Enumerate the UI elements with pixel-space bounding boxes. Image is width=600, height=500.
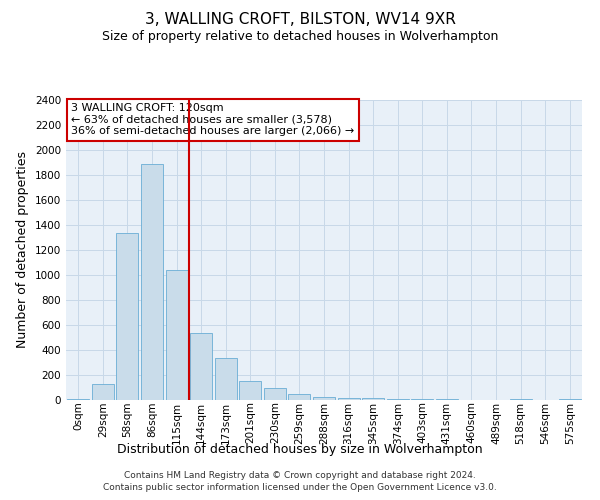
Bar: [264, 388, 286, 400]
Text: 3 WALLING CROFT: 120sqm
← 63% of detached houses are smaller (3,578)
36% of semi: 3 WALLING CROFT: 120sqm ← 63% of detache…: [71, 103, 355, 136]
Text: 3, WALLING CROFT, BILSTON, WV14 9XR: 3, WALLING CROFT, BILSTON, WV14 9XR: [145, 12, 455, 28]
Bar: [92, 384, 114, 400]
Bar: [215, 358, 237, 400]
Text: Distribution of detached houses by size in Wolverhampton: Distribution of detached houses by size …: [117, 442, 483, 456]
Bar: [313, 397, 335, 400]
Bar: [289, 394, 310, 400]
Bar: [166, 270, 188, 400]
Bar: [239, 380, 262, 400]
Bar: [338, 398, 359, 400]
Bar: [190, 332, 212, 400]
Text: Contains public sector information licensed under the Open Government Licence v3: Contains public sector information licen…: [103, 484, 497, 492]
Bar: [141, 164, 163, 400]
Bar: [67, 399, 89, 400]
Bar: [116, 232, 139, 400]
Text: Size of property relative to detached houses in Wolverhampton: Size of property relative to detached ho…: [102, 30, 498, 43]
Bar: [362, 398, 384, 400]
Bar: [386, 399, 409, 400]
Text: Contains HM Land Registry data © Crown copyright and database right 2024.: Contains HM Land Registry data © Crown c…: [124, 471, 476, 480]
Y-axis label: Number of detached properties: Number of detached properties: [16, 152, 29, 348]
